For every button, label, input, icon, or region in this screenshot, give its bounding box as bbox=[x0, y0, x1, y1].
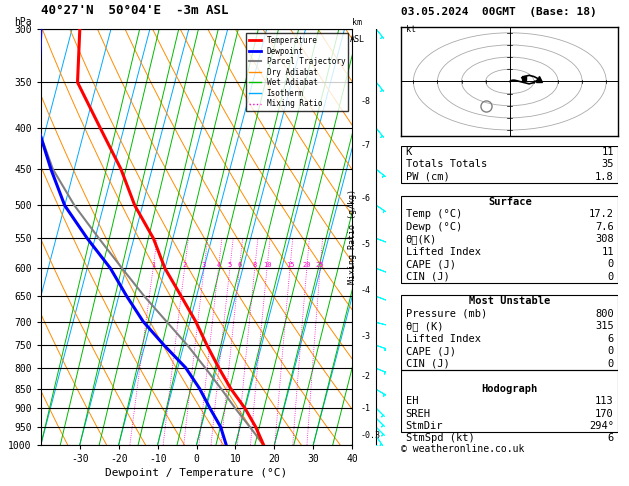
Text: 6: 6 bbox=[237, 262, 242, 268]
Text: km: km bbox=[352, 18, 362, 27]
Text: 170: 170 bbox=[595, 409, 614, 418]
Text: 1: 1 bbox=[151, 262, 155, 268]
Text: 0: 0 bbox=[608, 259, 614, 269]
Text: Surface: Surface bbox=[488, 197, 532, 207]
Text: Dewp (°C): Dewp (°C) bbox=[406, 222, 462, 232]
Bar bbox=[401, 146, 618, 183]
Text: -2: -2 bbox=[361, 372, 371, 381]
Text: 40°27'N  50°04'E  -3m ASL: 40°27'N 50°04'E -3m ASL bbox=[41, 4, 228, 17]
X-axis label: Dewpoint / Temperature (°C): Dewpoint / Temperature (°C) bbox=[106, 468, 287, 478]
Bar bbox=[401, 370, 618, 432]
Text: 0: 0 bbox=[608, 347, 614, 356]
Text: -7: -7 bbox=[361, 141, 371, 150]
Text: -3: -3 bbox=[361, 331, 371, 341]
Text: © weatheronline.co.uk: © weatheronline.co.uk bbox=[401, 444, 525, 454]
Text: CAPE (J): CAPE (J) bbox=[406, 347, 455, 356]
Text: 10: 10 bbox=[263, 262, 271, 268]
Text: 800: 800 bbox=[595, 309, 614, 319]
Text: CIN (J): CIN (J) bbox=[406, 272, 449, 281]
Text: -1: -1 bbox=[361, 404, 371, 413]
Text: CAPE (J): CAPE (J) bbox=[406, 259, 455, 269]
Bar bbox=[401, 195, 618, 283]
Text: kt: kt bbox=[406, 25, 416, 34]
Text: 8: 8 bbox=[253, 262, 257, 268]
Text: 3: 3 bbox=[202, 262, 206, 268]
Text: Lifted Index: Lifted Index bbox=[406, 334, 481, 344]
Text: 315: 315 bbox=[595, 321, 614, 331]
Text: Mixing Ratio (g/kg): Mixing Ratio (g/kg) bbox=[348, 190, 357, 284]
Text: Hodograph: Hodograph bbox=[482, 383, 538, 394]
Text: 4: 4 bbox=[216, 262, 221, 268]
Text: -5: -5 bbox=[361, 240, 371, 249]
Text: hPa: hPa bbox=[14, 17, 32, 27]
Text: 0: 0 bbox=[608, 272, 614, 281]
Text: K: K bbox=[406, 147, 412, 157]
Text: 6: 6 bbox=[608, 434, 614, 443]
Text: 2: 2 bbox=[182, 262, 187, 268]
Text: EH: EH bbox=[406, 396, 418, 406]
Legend: Temperature, Dewpoint, Parcel Trajectory, Dry Adiabat, Wet Adiabat, Isotherm, Mi: Temperature, Dewpoint, Parcel Trajectory… bbox=[246, 33, 348, 111]
Text: 1.8: 1.8 bbox=[595, 172, 614, 182]
Text: Temp (°C): Temp (°C) bbox=[406, 209, 462, 219]
Text: StmSpd (kt): StmSpd (kt) bbox=[406, 434, 474, 443]
Text: -4: -4 bbox=[361, 286, 371, 295]
Bar bbox=[401, 295, 618, 370]
Text: 294°: 294° bbox=[589, 421, 614, 431]
Text: Most Unstable: Most Unstable bbox=[469, 296, 550, 307]
Text: 35: 35 bbox=[601, 159, 614, 170]
Text: θᴇ(K): θᴇ(K) bbox=[406, 234, 437, 244]
Text: Totals Totals: Totals Totals bbox=[406, 159, 487, 170]
Text: θᴇ (K): θᴇ (K) bbox=[406, 321, 443, 331]
Text: 11: 11 bbox=[601, 147, 614, 157]
Text: 113: 113 bbox=[595, 396, 614, 406]
Text: 6: 6 bbox=[608, 334, 614, 344]
Text: 15: 15 bbox=[286, 262, 294, 268]
Text: -0.3: -0.3 bbox=[361, 432, 381, 440]
Text: 25: 25 bbox=[316, 262, 325, 268]
Text: 17.2: 17.2 bbox=[589, 209, 614, 219]
Text: 20: 20 bbox=[303, 262, 311, 268]
Text: ASL: ASL bbox=[350, 35, 364, 44]
Text: Lifted Index: Lifted Index bbox=[406, 247, 481, 257]
Text: 7.6: 7.6 bbox=[595, 222, 614, 232]
Text: SREH: SREH bbox=[406, 409, 431, 418]
Text: 5: 5 bbox=[228, 262, 232, 268]
Text: -6: -6 bbox=[361, 194, 371, 203]
Text: 0: 0 bbox=[608, 359, 614, 369]
Text: 11: 11 bbox=[601, 247, 614, 257]
Text: 308: 308 bbox=[595, 234, 614, 244]
Text: StmDir: StmDir bbox=[406, 421, 443, 431]
Text: PW (cm): PW (cm) bbox=[406, 172, 449, 182]
Text: -8: -8 bbox=[361, 97, 371, 106]
Text: 03.05.2024  00GMT  (Base: 18): 03.05.2024 00GMT (Base: 18) bbox=[401, 7, 597, 17]
Text: Pressure (mb): Pressure (mb) bbox=[406, 309, 487, 319]
Text: CIN (J): CIN (J) bbox=[406, 359, 449, 369]
